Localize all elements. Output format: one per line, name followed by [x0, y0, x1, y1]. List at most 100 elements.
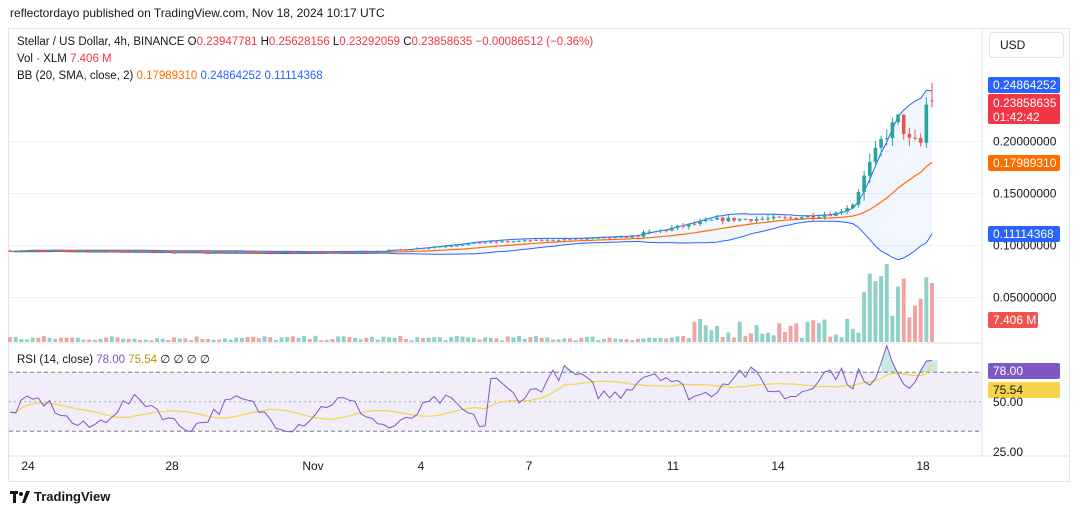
- candle: [856, 188, 861, 208]
- candle-body: [783, 217, 787, 219]
- candle-body: [211, 251, 216, 254]
- candle-body: [53, 250, 58, 252]
- volume-bar: [160, 338, 165, 342]
- volume-bar: [567, 338, 572, 342]
- volume-bar: [743, 335, 748, 342]
- volume-bar: [488, 337, 493, 342]
- volume-bar: [466, 337, 471, 342]
- candle: [70, 251, 75, 253]
- candle-body: [189, 251, 193, 253]
- rsi-label[interactable]: RSI (14, close): [17, 354, 94, 366]
- candle: [511, 240, 516, 243]
- bb-upper-price-label: 0.24864252: [993, 78, 1057, 92]
- volume-bar: [726, 332, 731, 342]
- volume-bar: [358, 339, 363, 342]
- volume-bar: [579, 337, 584, 342]
- currency-button[interactable]: USD: [989, 32, 1064, 58]
- candle-body: [313, 252, 318, 254]
- candle-body: [76, 251, 80, 253]
- candle-body: [500, 241, 504, 243]
- candle-body: [98, 250, 103, 252]
- volume-label[interactable]: Vol · XLM: [17, 53, 67, 65]
- candle: [234, 251, 239, 254]
- candle-body: [240, 251, 244, 253]
- time-axis-label: 24: [21, 459, 35, 473]
- candle-body: [217, 251, 222, 253]
- symbol-title[interactable]: Stellar / US Dollar, 4h, BINANCE: [17, 36, 185, 48]
- candle-body: [155, 252, 159, 254]
- candle: [200, 251, 205, 254]
- candle: [341, 250, 346, 253]
- candle-body: [522, 240, 527, 242]
- candle: [873, 140, 878, 165]
- candle-body: [483, 242, 487, 244]
- volume-bar: [703, 325, 708, 342]
- bb-band-fill: [10, 90, 932, 260]
- candle-body: [771, 216, 776, 219]
- candle: [607, 237, 612, 239]
- candle-body: [81, 251, 86, 253]
- candle-body: [257, 253, 261, 255]
- volume-bar: [313, 335, 318, 342]
- volume-bar: [70, 337, 75, 342]
- candle: [155, 251, 159, 254]
- high-value: 0.25628156: [268, 36, 330, 48]
- volume-bar: [686, 338, 691, 342]
- candle-body: [873, 147, 878, 162]
- volume-bar: [511, 337, 516, 342]
- candle-body: [607, 237, 612, 239]
- bb-basis-price-tag: [988, 155, 1060, 171]
- volume-bar: [104, 337, 109, 342]
- bb-label[interactable]: BB (20, SMA, close, 2): [17, 70, 134, 82]
- candle-body: [449, 245, 454, 247]
- volume-bar: [98, 338, 103, 342]
- candle: [274, 251, 278, 254]
- candle-body: [245, 251, 250, 253]
- candle: [404, 249, 408, 251]
- candle-body: [200, 251, 205, 253]
- candle-body: [856, 191, 861, 205]
- candle: [409, 249, 414, 251]
- candle: [104, 249, 108, 253]
- volume-bar: [217, 339, 222, 342]
- rsi-value: 78.00: [96, 354, 126, 366]
- candle-body: [488, 241, 493, 243]
- candle: [539, 238, 544, 242]
- candle-body: [104, 250, 108, 252]
- candle-body: [126, 251, 131, 253]
- candle: [466, 242, 470, 246]
- candle-body: [686, 223, 691, 227]
- candle: [223, 251, 227, 254]
- candle: [517, 240, 521, 243]
- candle-body: [845, 208, 849, 212]
- candle-body: [330, 252, 335, 254]
- volume-bar: [415, 337, 420, 342]
- candle: [636, 234, 640, 239]
- volume-bar: [341, 336, 346, 342]
- high-label: H: [260, 36, 269, 48]
- low-label: L: [332, 36, 340, 48]
- rsi-legend: RSI (14, close) 78.00 75.54 ∅ ∅ ∅ ∅: [17, 352, 210, 366]
- candle-body: [324, 252, 329, 254]
- rsi-ma-value: 75.54: [128, 354, 158, 366]
- candle: [477, 242, 482, 244]
- candle: [579, 237, 584, 240]
- candle: [630, 234, 635, 239]
- volume-bar: [647, 337, 652, 342]
- candle-body: [47, 250, 52, 252]
- volume-bar: [398, 335, 403, 342]
- candle: [918, 133, 923, 147]
- candle-body: [172, 252, 176, 254]
- volume-bar: [375, 339, 380, 342]
- footer-brand[interactable]: TradingView: [10, 489, 110, 504]
- chart-frame: [8, 28, 1070, 482]
- volume-bar: [234, 337, 239, 342]
- volume-bar: [420, 338, 425, 342]
- candle-body: [822, 214, 827, 217]
- volume-bar: [222, 338, 227, 342]
- candle: [76, 251, 80, 253]
- candle-body: [839, 211, 844, 213]
- volume-bar: [437, 337, 442, 342]
- candle-body: [817, 216, 821, 218]
